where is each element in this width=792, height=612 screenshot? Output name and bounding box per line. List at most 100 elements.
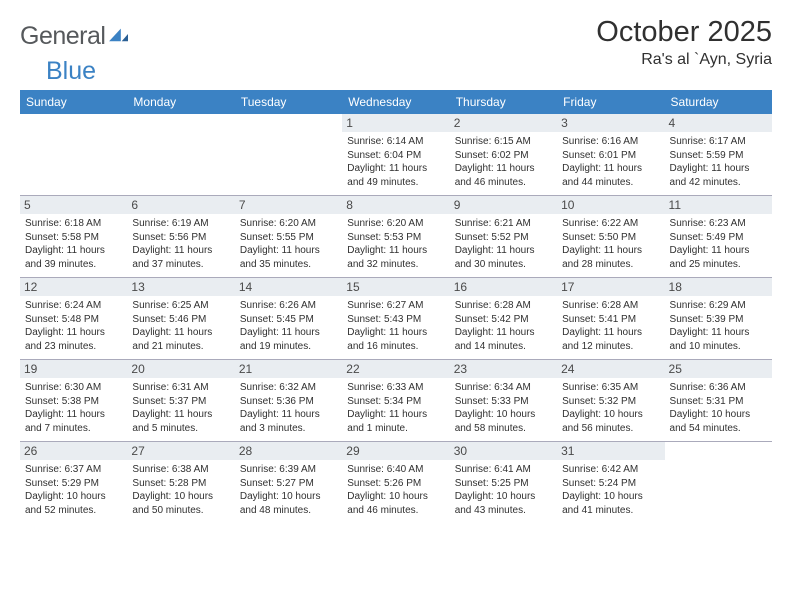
calendar-day-cell: 15Sunrise: 6:27 AMSunset: 5:43 PMDayligh… bbox=[342, 278, 449, 360]
calendar-day-cell: 29 Sunrise: 6:40 AMSunset: 5:26 PMDayligh… bbox=[342, 442, 449, 524]
calendar-day-cell bbox=[235, 114, 342, 196]
sunrise-text: Sunrise: 6:20 AM bbox=[240, 217, 337, 231]
daylight-text: Daylight: 11 hours and 12 minutes. bbox=[562, 326, 659, 353]
calendar-day-cell: 5 Sunrise: 6:18 AMSunset: 5:58 PMDaylight… bbox=[20, 196, 127, 278]
calendar-day-cell bbox=[127, 114, 234, 196]
day-info: Sunrise: 6:23 AMSunset: 5:49 PMDaylight:… bbox=[670, 217, 767, 271]
calendar-day-cell: 27 Sunrise: 6:38 AMSunset: 5:28 PMDayligh… bbox=[127, 442, 234, 524]
day-number: 7 bbox=[235, 196, 342, 214]
calendar-day-cell bbox=[20, 114, 127, 196]
day-number: 19 bbox=[20, 360, 127, 378]
day-info: Sunrise: 6:15 AMSunset: 6:02 PMDaylight:… bbox=[455, 135, 552, 189]
calendar-week-row: 12Sunrise: 6:24 AMSunset: 5:48 PMDayligh… bbox=[20, 278, 772, 360]
sunrise-text: Sunrise: 6:34 AM bbox=[455, 381, 552, 395]
day-info: Sunrise: 6:34 AMSunset: 5:33 PMDaylight:… bbox=[455, 381, 552, 435]
day-number: 3 bbox=[557, 114, 664, 132]
daylight-text: Daylight: 11 hours and 42 minutes. bbox=[670, 162, 767, 189]
day-info: Sunrise: 6:19 AMSunset: 5:56 PMDaylight:… bbox=[132, 217, 229, 271]
day-number: 29 bbox=[342, 442, 449, 460]
calendar-day-cell: 26Sunrise: 6:37 AMSunset: 5:29 PMDayligh… bbox=[20, 442, 127, 524]
daylight-text: Daylight: 10 hours and 52 minutes. bbox=[25, 490, 122, 517]
sunset-text: Sunset: 5:38 PM bbox=[25, 395, 122, 409]
daylight-text: Daylight: 11 hours and 49 minutes. bbox=[347, 162, 444, 189]
sunrise-text: Sunrise: 6:17 AM bbox=[670, 135, 767, 149]
sunset-text: Sunset: 5:27 PM bbox=[240, 477, 337, 491]
daylight-text: Daylight: 10 hours and 41 minutes. bbox=[562, 490, 659, 517]
sunset-text: Sunset: 5:31 PM bbox=[670, 395, 767, 409]
calendar-week-row: 19Sunrise: 6:30 AMSunset: 5:38 PMDayligh… bbox=[20, 360, 772, 442]
calendar-day-cell: 28Sunrise: 6:39 AMSunset: 5:27 PMDayligh… bbox=[235, 442, 342, 524]
day-number: 15 bbox=[342, 278, 449, 296]
day-info: Sunrise: 6:42 AMSunset: 5:24 PMDaylight:… bbox=[562, 463, 659, 517]
calendar-table: Sunday Monday Tuesday Wednesday Thursday… bbox=[20, 90, 772, 523]
sunset-text: Sunset: 5:48 PM bbox=[25, 313, 122, 327]
sunset-text: Sunset: 5:28 PM bbox=[132, 477, 229, 491]
day-info: Sunrise: 6:16 AMSunset: 6:01 PMDaylight:… bbox=[562, 135, 659, 189]
daylight-text: Daylight: 11 hours and 1 minute. bbox=[347, 408, 444, 435]
sunrise-text: Sunrise: 6:25 AM bbox=[132, 299, 229, 313]
sunrise-text: Sunrise: 6:27 AM bbox=[347, 299, 444, 313]
weekday-header: Monday bbox=[127, 90, 234, 114]
day-info: Sunrise: 6:31 AMSunset: 5:37 PMDaylight:… bbox=[132, 381, 229, 435]
calendar-day-cell: 1Sunrise: 6:14 AMSunset: 6:04 PMDaylight… bbox=[342, 114, 449, 196]
day-number: 10 bbox=[557, 196, 664, 214]
calendar-day-cell: 31Sunrise: 6:42 AMSunset: 5:24 PMDayligh… bbox=[557, 442, 664, 524]
sunrise-text: Sunrise: 6:37 AM bbox=[25, 463, 122, 477]
sunrise-text: Sunrise: 6:31 AM bbox=[132, 381, 229, 395]
weekday-header: Saturday bbox=[665, 90, 772, 114]
sunset-text: Sunset: 5:29 PM bbox=[25, 477, 122, 491]
weekday-header: Thursday bbox=[450, 90, 557, 114]
day-info: Sunrise: 6:40 AMSunset: 5:26 PMDaylight:… bbox=[347, 463, 444, 517]
logo-text-part1: General bbox=[20, 22, 105, 51]
sunset-text: Sunset: 5:55 PM bbox=[240, 231, 337, 245]
day-number: 4 bbox=[665, 114, 772, 132]
logo-text-part2: Blue bbox=[46, 57, 792, 86]
calendar-day-cell: 9Sunrise: 6:21 AMSunset: 5:52 PMDaylight… bbox=[450, 196, 557, 278]
sunset-text: Sunset: 5:26 PM bbox=[347, 477, 444, 491]
day-info: Sunrise: 6:26 AMSunset: 5:45 PMDaylight:… bbox=[240, 299, 337, 353]
sunset-text: Sunset: 5:53 PM bbox=[347, 231, 444, 245]
day-info: Sunrise: 6:38 AMSunset: 5:28 PMDaylight:… bbox=[132, 463, 229, 517]
sunset-text: Sunset: 5:34 PM bbox=[347, 395, 444, 409]
daylight-text: Daylight: 11 hours and 37 minutes. bbox=[132, 244, 229, 271]
sunrise-text: Sunrise: 6:40 AM bbox=[347, 463, 444, 477]
calendar-day-cell: 20Sunrise: 6:31 AMSunset: 5:37 PMDayligh… bbox=[127, 360, 234, 442]
calendar-day-cell: 21Sunrise: 6:32 AMSunset: 5:36 PMDayligh… bbox=[235, 360, 342, 442]
sunset-text: Sunset: 6:01 PM bbox=[562, 149, 659, 163]
sunrise-text: Sunrise: 6:38 AM bbox=[132, 463, 229, 477]
daylight-text: Daylight: 11 hours and 21 minutes. bbox=[132, 326, 229, 353]
sunset-text: Sunset: 6:04 PM bbox=[347, 149, 444, 163]
day-info: Sunrise: 6:18 AMSunset: 5:58 PMDaylight:… bbox=[25, 217, 122, 271]
daylight-text: Daylight: 11 hours and 30 minutes. bbox=[455, 244, 552, 271]
day-number: 2 bbox=[450, 114, 557, 132]
weekday-header: Friday bbox=[557, 90, 664, 114]
sunrise-text: Sunrise: 6:22 AM bbox=[562, 217, 659, 231]
sunrise-text: Sunrise: 6:28 AM bbox=[455, 299, 552, 313]
daylight-text: Daylight: 10 hours and 46 minutes. bbox=[347, 490, 444, 517]
sunset-text: Sunset: 5:32 PM bbox=[562, 395, 659, 409]
month-title: October 2025 bbox=[596, 16, 772, 49]
day-info: Sunrise: 6:14 AMSunset: 6:04 PMDaylight:… bbox=[347, 135, 444, 189]
sunrise-text: Sunrise: 6:14 AM bbox=[347, 135, 444, 149]
day-info: Sunrise: 6:20 AMSunset: 5:55 PMDaylight:… bbox=[240, 217, 337, 271]
sunrise-text: Sunrise: 6:15 AM bbox=[455, 135, 552, 149]
day-info: Sunrise: 6:21 AMSunset: 5:52 PMDaylight:… bbox=[455, 217, 552, 271]
weekday-header: Sunday bbox=[20, 90, 127, 114]
day-number: 28 bbox=[235, 442, 342, 460]
calendar-day-cell: 13Sunrise: 6:25 AMSunset: 5:46 PMDayligh… bbox=[127, 278, 234, 360]
calendar-day-cell bbox=[665, 442, 772, 524]
day-number: 27 bbox=[127, 442, 234, 460]
calendar-day-cell: 2 Sunrise: 6:15 AMSunset: 6:02 PMDaylight… bbox=[450, 114, 557, 196]
day-number: 5 bbox=[20, 196, 127, 214]
sunset-text: Sunset: 5:33 PM bbox=[455, 395, 552, 409]
calendar-day-cell: 7 Sunrise: 6:20 AMSunset: 5:55 PMDaylight… bbox=[235, 196, 342, 278]
calendar-day-cell: 6Sunrise: 6:19 AMSunset: 5:56 PMDaylight… bbox=[127, 196, 234, 278]
sunset-text: Sunset: 6:02 PM bbox=[455, 149, 552, 163]
calendar-week-row: 5 Sunrise: 6:18 AMSunset: 5:58 PMDaylight… bbox=[20, 196, 772, 278]
sunrise-text: Sunrise: 6:32 AM bbox=[240, 381, 337, 395]
day-number: 17 bbox=[557, 278, 664, 296]
day-number: 21 bbox=[235, 360, 342, 378]
daylight-text: Daylight: 10 hours and 48 minutes. bbox=[240, 490, 337, 517]
sunrise-text: Sunrise: 6:18 AM bbox=[25, 217, 122, 231]
daylight-text: Daylight: 11 hours and 3 minutes. bbox=[240, 408, 337, 435]
